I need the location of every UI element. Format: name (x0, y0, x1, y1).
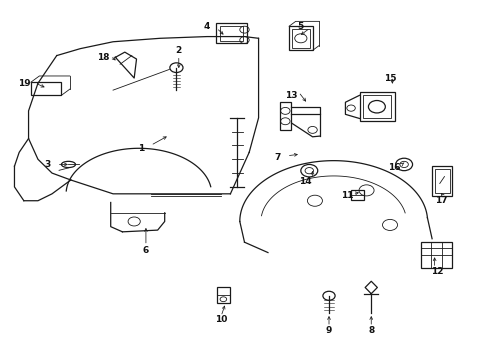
Text: 2: 2 (175, 46, 182, 55)
Bar (216, 23, 246, 44)
Bar (363, 95, 390, 118)
Bar (279, 102, 291, 130)
Text: 16: 16 (387, 163, 400, 172)
Text: 3: 3 (44, 160, 50, 169)
Text: 8: 8 (367, 326, 374, 335)
Text: 15: 15 (383, 73, 395, 82)
Bar (350, 190, 363, 200)
Text: 4: 4 (203, 22, 210, 31)
Text: 17: 17 (434, 196, 447, 205)
Text: 10: 10 (214, 315, 227, 324)
Text: 12: 12 (430, 267, 442, 276)
Bar (219, 26, 243, 41)
Text: 9: 9 (325, 326, 331, 335)
Bar (288, 26, 312, 50)
Text: 19: 19 (18, 79, 30, 88)
Bar (420, 242, 451, 268)
Bar (431, 166, 451, 195)
Text: 18: 18 (97, 53, 110, 62)
Bar (434, 168, 449, 193)
Text: 7: 7 (274, 153, 280, 162)
Text: 14: 14 (299, 177, 311, 186)
Text: 1: 1 (138, 144, 144, 153)
Bar (359, 92, 394, 121)
Bar (217, 287, 229, 303)
Text: 6: 6 (142, 246, 149, 255)
Text: 13: 13 (285, 91, 297, 100)
Bar (291, 29, 309, 48)
Text: 5: 5 (297, 22, 304, 31)
Text: 11: 11 (341, 191, 353, 200)
